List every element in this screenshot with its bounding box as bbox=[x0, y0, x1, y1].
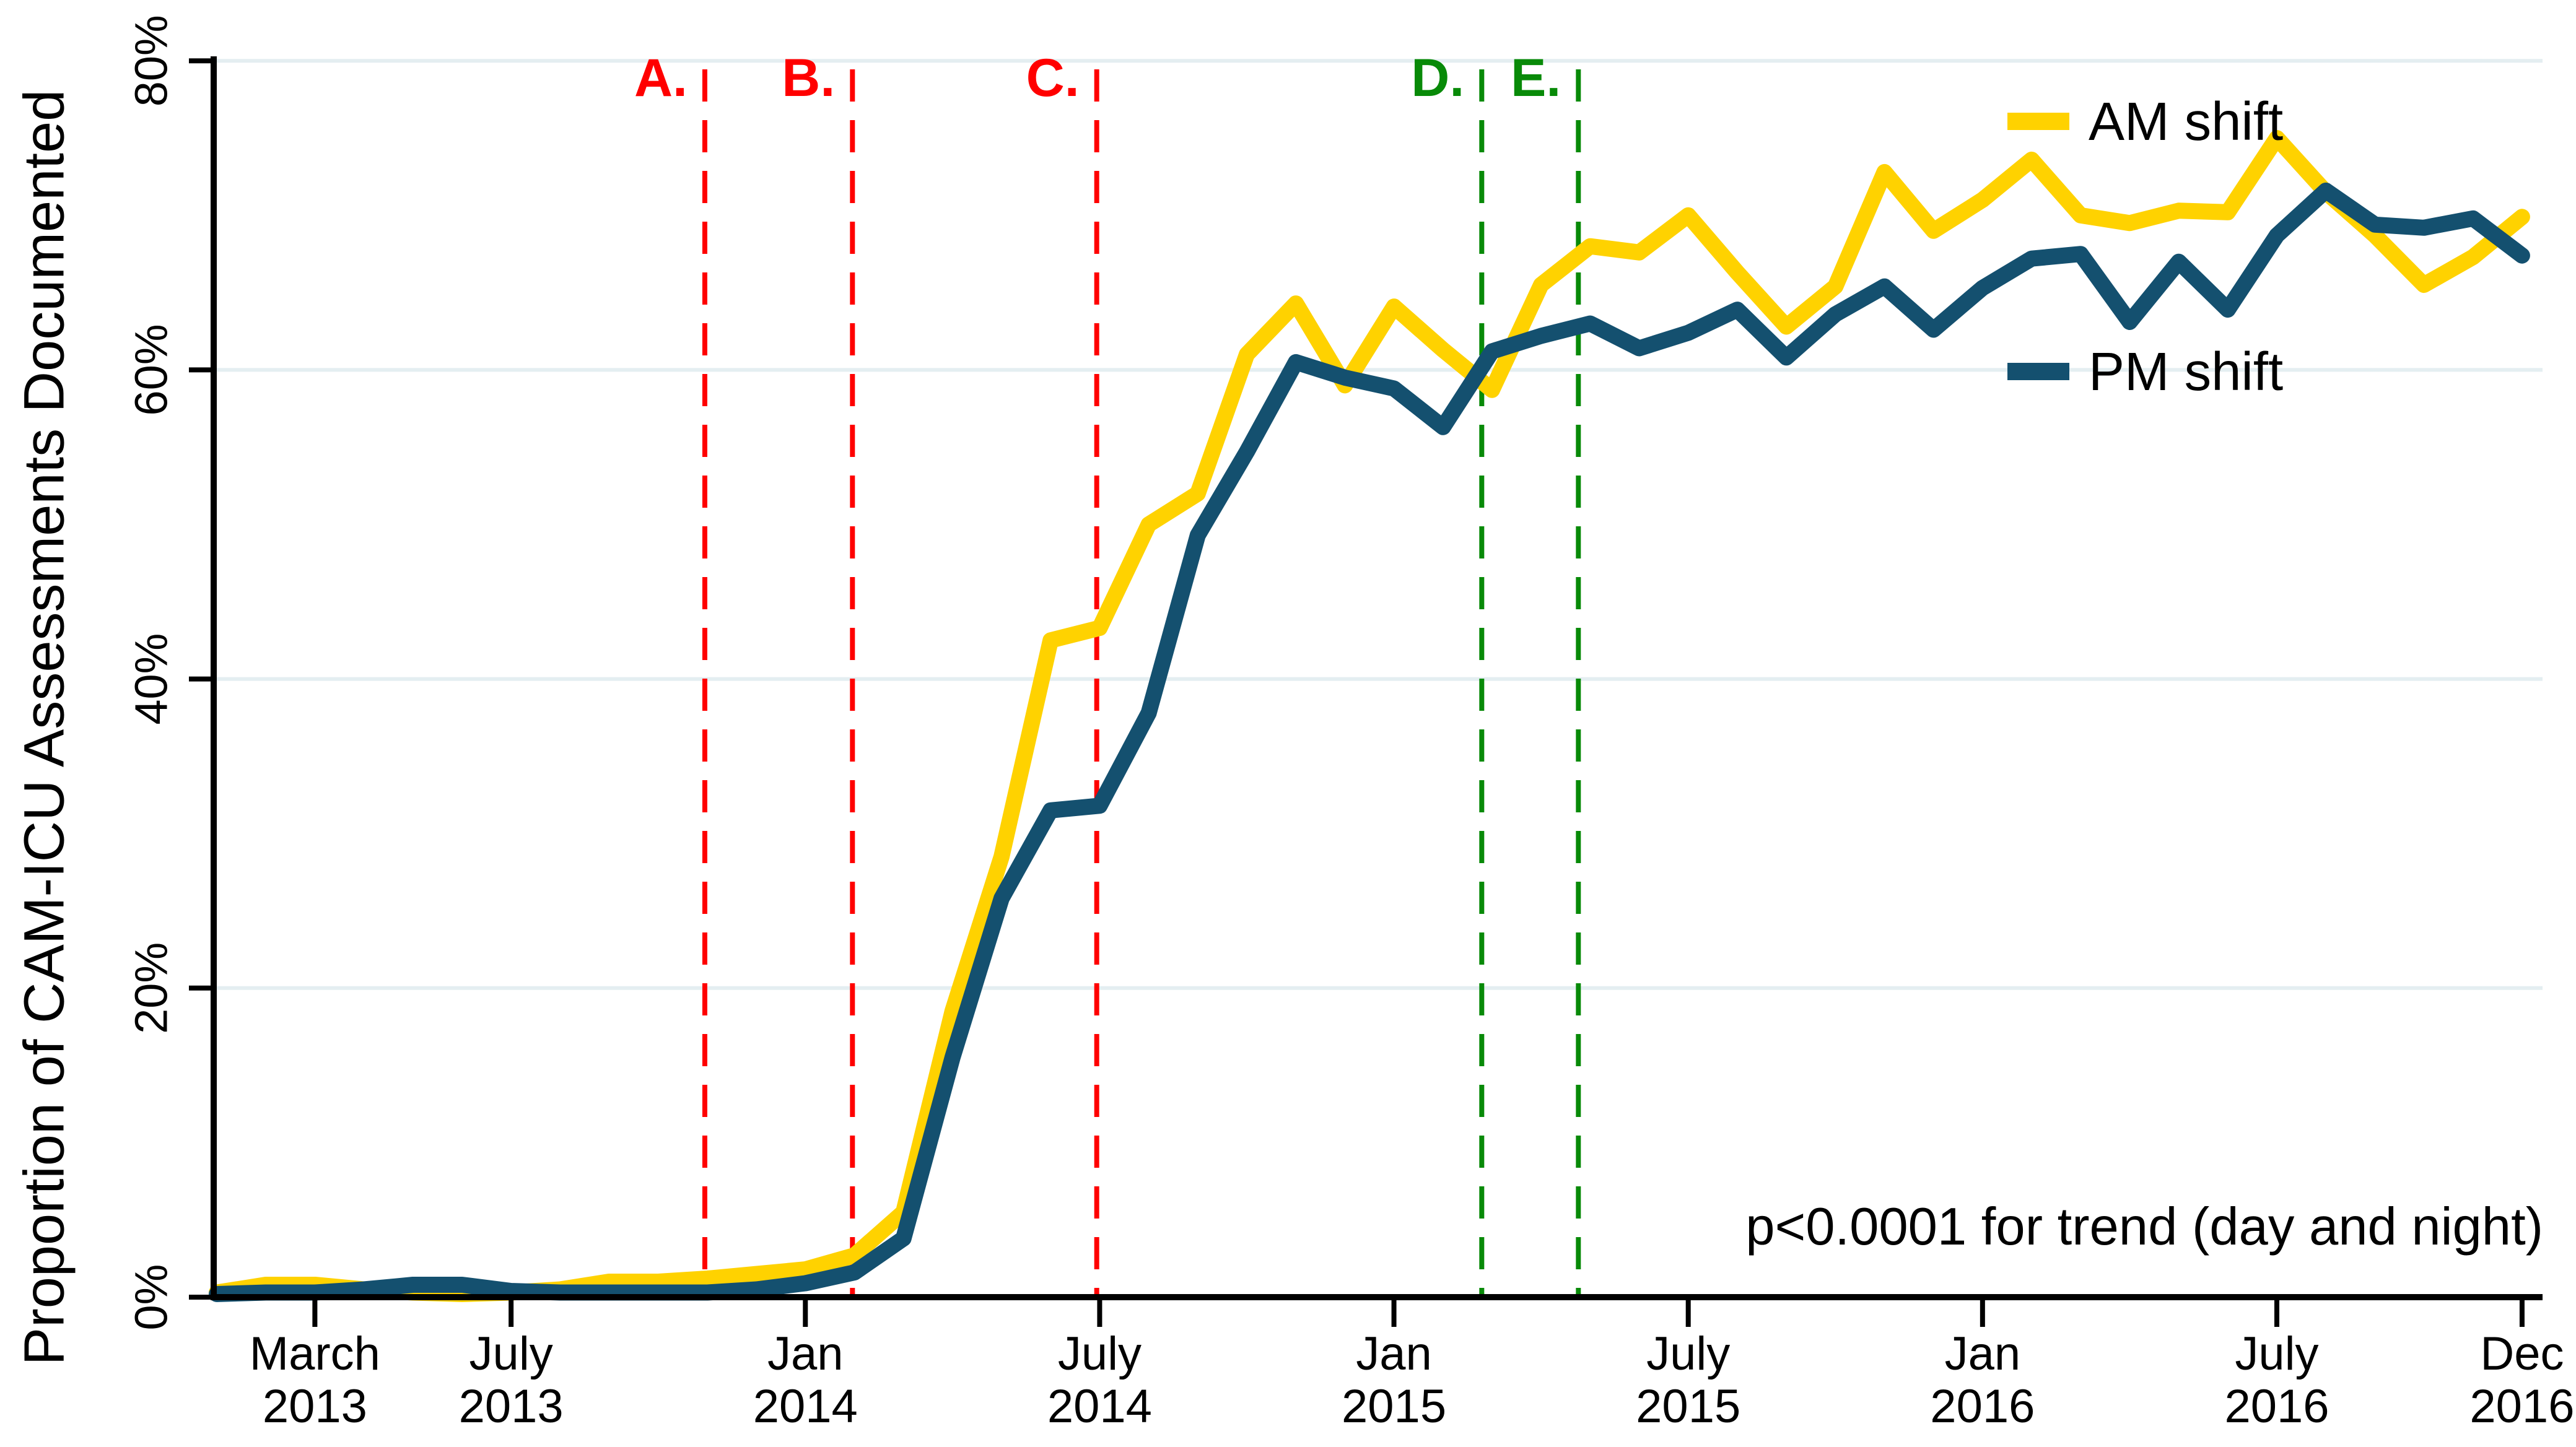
event-label-D: D. bbox=[1411, 48, 1464, 108]
p-value-annotation: p<0.0001 for trend (day and night) bbox=[1745, 1197, 2543, 1256]
x-tick-label-month: July bbox=[1058, 1328, 1142, 1380]
x-tick-label-year: 2016 bbox=[1930, 1380, 2035, 1433]
x-tick-label-year: 2016 bbox=[2469, 1380, 2574, 1433]
am-shift-line bbox=[209, 130, 2530, 1302]
x-tick-label-year: 2014 bbox=[753, 1380, 858, 1433]
event-label-C: C. bbox=[1026, 48, 1080, 108]
event-label-E: E. bbox=[1511, 48, 1561, 108]
pm-shift-legend-label: PM shift bbox=[2089, 342, 2284, 402]
x-tick-label-month: July bbox=[469, 1328, 553, 1380]
x-tick-label-month: Jan bbox=[1356, 1328, 1432, 1380]
y-tick-label-0%: 0% bbox=[126, 1264, 177, 1331]
y-axis-title: Proportion of CAM-ICU Assessments Docume… bbox=[12, 89, 76, 1366]
x-tick-label-month: March bbox=[250, 1328, 380, 1380]
pm-shift-legend-swatch bbox=[2007, 363, 2069, 380]
y-tick-label-60%: 60% bbox=[126, 324, 177, 415]
event-label-B: B. bbox=[782, 48, 835, 108]
x-tick-label-month: Jan bbox=[1945, 1328, 2021, 1380]
x-tick-label-month: July bbox=[2235, 1328, 2318, 1380]
am-shift-legend-swatch bbox=[2007, 113, 2069, 130]
y-tick-label-80%: 80% bbox=[126, 15, 177, 106]
x-tick-label-year: 2015 bbox=[1342, 1380, 1446, 1433]
event-label-A: A. bbox=[634, 48, 688, 108]
y-tick-label-40%: 40% bbox=[126, 633, 177, 725]
x-tick-label-month: July bbox=[1646, 1328, 1730, 1380]
x-tick-label-month: Dec bbox=[2480, 1328, 2564, 1380]
x-tick-label-year: 2016 bbox=[2224, 1380, 2329, 1433]
x-tick-label-month: Jan bbox=[767, 1328, 844, 1380]
am-shift-legend-label: AM shift bbox=[2089, 92, 2284, 152]
x-tick-label-year: 2013 bbox=[459, 1380, 564, 1433]
pm-shift-line bbox=[209, 182, 2530, 1302]
x-tick-label-year: 2014 bbox=[1047, 1380, 1152, 1433]
x-tick-label-year: 2015 bbox=[1636, 1380, 1740, 1433]
y-tick-label-20%: 20% bbox=[126, 942, 177, 1034]
x-tick-label-year: 2013 bbox=[263, 1380, 367, 1433]
